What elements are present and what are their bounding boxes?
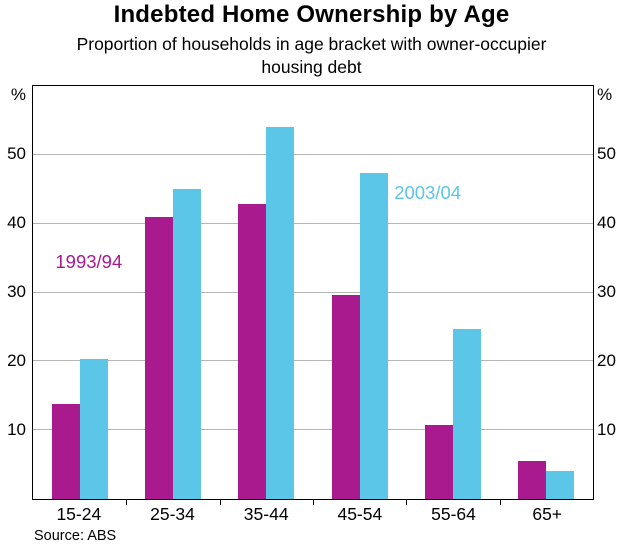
chart-area: % 10 20 30 40 50 1993/94 2003/04 % 10 20 30 40 50 xyxy=(0,85,623,505)
bar-group-65+ xyxy=(500,86,593,499)
x-axis-tick xyxy=(499,499,501,505)
y-tick-label-50: 50 xyxy=(597,143,616,163)
bar-1993-94-35-44 xyxy=(238,204,267,499)
x-axis-tick xyxy=(406,499,408,505)
x-tick-label-65+: 65+ xyxy=(532,504,563,524)
y-tick-label-30: 30 xyxy=(7,281,26,301)
bar-2003-04-25-34 xyxy=(172,189,201,499)
source-note: Source: ABS xyxy=(34,528,117,544)
x-tick-label-45-54: 45-54 xyxy=(337,504,383,524)
bar-2003-04-55-64 xyxy=(452,328,481,499)
x-tick-label-15-24: 15-24 xyxy=(56,504,102,524)
y-tick-label-20: 20 xyxy=(7,351,26,371)
x-tick-label-25-34: 25-34 xyxy=(150,504,195,524)
y-tick-label-40: 40 xyxy=(597,212,616,232)
y-axis-right: % 10 20 30 40 50 xyxy=(597,85,623,500)
x-tick-label-55-64: 55-64 xyxy=(431,504,476,524)
x-tick-label-35-44: 35-44 xyxy=(243,504,289,524)
bar-group-35-44 xyxy=(220,86,313,499)
bar-2003-04-35-44 xyxy=(266,127,295,499)
gridline-20 xyxy=(33,360,593,362)
x-axis-tick xyxy=(313,499,314,505)
bar-group-45-54 xyxy=(313,86,406,499)
y-axis-unit-left: % xyxy=(10,85,26,104)
bar-groups xyxy=(33,86,593,499)
x-axis-labels: 15-24 25-34 35-44 45-54 55-64 65+ xyxy=(32,502,594,525)
bar-group-15-24 xyxy=(33,86,126,499)
gridline-10 xyxy=(33,429,593,431)
gridline-40 xyxy=(33,222,593,224)
bar-1993-94-25-34 xyxy=(144,216,173,499)
y-tick-label-20: 20 xyxy=(597,351,616,371)
x-axis-tick xyxy=(219,499,221,505)
chart-title: Indebted Home Ownership by Age xyxy=(113,1,510,28)
bar-1993-94-45-54 xyxy=(331,294,360,499)
bar-2003-04-65+ xyxy=(546,471,575,499)
y-tick-label-30: 30 xyxy=(597,281,616,301)
y-tick-label-40: 40 xyxy=(7,212,26,232)
y-axis-unit-right: % xyxy=(597,85,613,104)
bar-group-55-64 xyxy=(406,86,499,499)
chart-subtitle: Proportion of households in age bracket … xyxy=(76,34,547,77)
plot-area: 1993/94 2003/04 xyxy=(32,85,594,505)
x-axis-tick xyxy=(126,499,128,505)
bar-2003-04-15-24 xyxy=(79,359,108,499)
y-axis-left: % 10 20 30 40 50 xyxy=(0,85,26,500)
bar-group-25-34 xyxy=(126,86,219,499)
y-tick-label-10: 10 xyxy=(7,420,26,440)
gridline-50 xyxy=(33,153,593,155)
bar-1993-94-55-64 xyxy=(424,425,453,499)
bar-1993-94-65+ xyxy=(518,461,547,499)
bar-1993-94-15-24 xyxy=(51,404,80,499)
series-label-1993-94: 1993/94 xyxy=(55,250,123,272)
series-label-2003-04: 2003/04 xyxy=(394,181,462,203)
y-tick-label-10: 10 xyxy=(597,420,616,440)
gridline-30 xyxy=(33,291,593,293)
bar-2003-04-45-54 xyxy=(359,173,388,499)
y-tick-label-50: 50 xyxy=(7,143,26,163)
